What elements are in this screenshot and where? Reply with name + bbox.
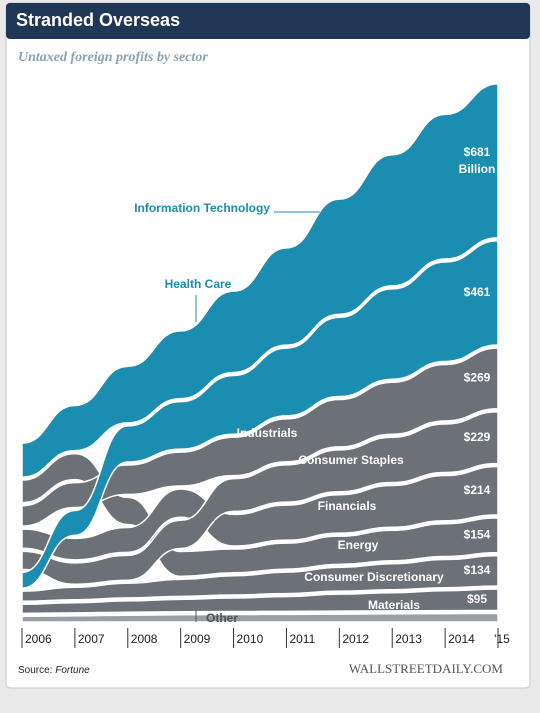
stream-band (21, 410, 499, 586)
x-tick-label: 2007 (78, 632, 105, 646)
value-label: $461 (464, 285, 491, 299)
x-tick-label: 2012 (342, 632, 369, 646)
header-bar (6, 3, 530, 39)
series-label: Energy (338, 538, 379, 552)
stream-band (21, 588, 499, 615)
series-label: Health Care (165, 277, 232, 291)
stream-band (21, 465, 499, 561)
source: Source: Fortune (18, 665, 90, 676)
stream-band (21, 612, 499, 623)
x-tick-label: '15 (494, 632, 510, 646)
x-tick-label: 2011 (289, 632, 315, 646)
series-label: Consumer Staples (298, 453, 404, 467)
stream-band (21, 83, 499, 478)
brand: WALLSTREETDAILY.COM (349, 661, 504, 676)
stream-band (21, 554, 499, 603)
source-label: Source: (18, 665, 52, 676)
value-label: $154 (464, 527, 491, 541)
stream-band (21, 347, 499, 527)
value-label: $95 (467, 592, 487, 606)
value-label: $134 (464, 563, 491, 577)
stream-band (21, 240, 499, 589)
x-tick-label: 2006 (25, 632, 52, 646)
source-name: Fortune (55, 665, 90, 676)
series-label: Consumer Discretionary (304, 570, 444, 584)
series-label: Information Technology (134, 201, 270, 215)
x-tick-label: 2014 (448, 632, 475, 646)
value-label: $269 (464, 371, 491, 385)
x-tick-label: 2013 (395, 632, 422, 646)
value-label: $681 (464, 145, 491, 159)
x-tick-label: 2010 (237, 632, 264, 646)
series-label: Financials (318, 499, 377, 513)
value-unit: Billion (459, 162, 496, 176)
value-label: $229 (464, 430, 491, 444)
chart-subtitle: Untaxed foreign profits by sector (18, 50, 208, 65)
series-label: Industrials (237, 426, 298, 440)
chart-title: Stranded Overseas (16, 10, 180, 30)
value-label: $214 (464, 483, 491, 497)
series-label: Other (206, 611, 238, 625)
x-tick-label: 2009 (184, 632, 211, 646)
plot: Information Technology $681 Billion Health … (21, 83, 510, 648)
series-label: Materials (368, 598, 420, 612)
x-tick-label: 2008 (131, 632, 158, 646)
